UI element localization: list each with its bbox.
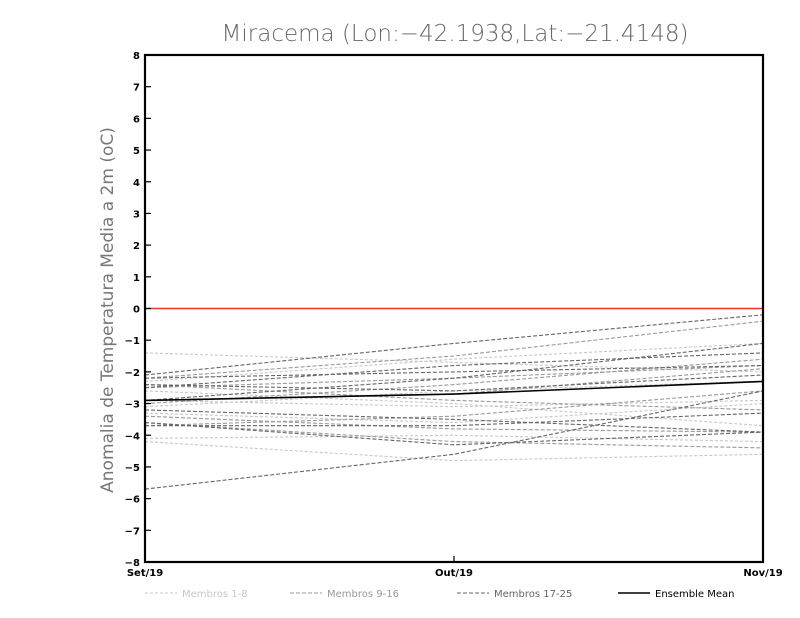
series-line-membros-1-8-2 [144,342,764,382]
series-line-membros-17-25-4 [144,422,764,446]
series-line-membros-9-16-4 [144,384,764,411]
series-line-membros-9-16-3 [144,390,764,427]
series-line-membros-1-8-1 [144,352,764,373]
x-tick-label: Nov/19 [743,568,782,579]
y-tick-label: −4 [125,431,140,442]
y-tick-label: 4 [133,178,140,189]
chart-title: Miracema (Lon:−42.1938,Lat:−21.4148) [222,21,689,47]
y-axis-label: Anomalia de Temperatura Media a 2m (oC) [98,127,118,493]
series-line-membros-17-25-6 [144,364,764,379]
y-tick-label: 3 [133,209,140,220]
y-tick-label: −5 [125,463,140,474]
y-tick-label: 1 [133,273,140,284]
legend-label: Membros 9-16 [327,589,399,600]
series-line-membros-9-16-5 [144,415,764,433]
y-tick-label: 6 [133,114,140,125]
legend-label: Membros 1-8 [182,589,248,600]
series-line-membros-9-16-7 [144,358,764,405]
series-line-membros-1-8-5 [144,434,764,443]
legend-label: Ensemble Mean [655,589,734,600]
series-line-membros-1-8-6 [144,441,764,462]
y-tick-label: 8 [133,51,140,62]
legend-label: Membros 17-25 [494,589,572,600]
x-tick-label: Set/19 [127,568,163,579]
series-line-membros-1-8-3 [144,399,764,408]
series-line-membros-1-8-4 [144,403,764,424]
series-line-membros-17-25-5 [144,374,764,392]
y-tick-label: −1 [125,336,140,347]
series-line-membros-17-25-9 [144,409,764,433]
y-tick-label: −8 [125,558,140,569]
y-tick-label: −3 [125,400,140,411]
y-tick-label: 2 [133,241,140,252]
legend: Membros 1-8 Membros 9-16 Membros 17-25 Ense… [145,589,734,600]
y-tick-label: −6 [125,495,140,506]
y-tick-label: 0 [133,305,140,316]
series-line-membros-17-25-2 [144,314,764,376]
series-line-membros-17-25-3 [144,342,764,401]
series-line-membros-9-16-8 [144,422,764,449]
y-tick-label: −2 [125,368,140,379]
y-tick-label: 7 [133,83,140,94]
x-tick-label: Out/19 [435,568,473,579]
series-line-membros-17-25-1 [144,390,764,490]
y-tick-label: 5 [133,146,140,157]
series-line-membros-9-16-1 [144,320,764,379]
series-line-ensemble-mean-1 [144,380,764,402]
series-line-membros-17-25-8 [144,352,764,389]
y-tick-label: −7 [125,526,140,537]
series-line-membros-1-8-8 [144,390,764,427]
series-line-membros-1-8-7 [144,380,764,408]
series-line-membros-17-25-7 [145,412,764,427]
